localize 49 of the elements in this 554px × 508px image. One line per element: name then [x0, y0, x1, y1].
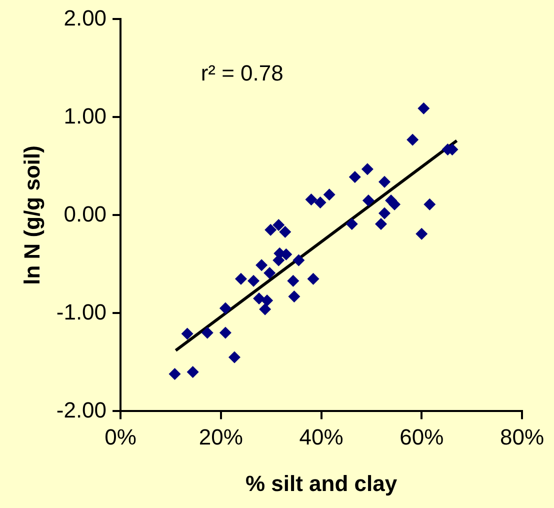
point: [219, 302, 232, 314]
point: [374, 218, 387, 230]
point: [228, 351, 240, 364]
point: [378, 207, 390, 220]
point: [388, 198, 401, 210]
x-tick-label: 80%: [500, 424, 544, 450]
y-tick-label: 1.00: [64, 103, 107, 128]
x-axis-title: % silt and clay: [245, 470, 398, 496]
point: [256, 259, 268, 272]
point: [186, 366, 199, 378]
y-axis-title: ln N (g/g soil): [19, 146, 44, 285]
point: [406, 134, 419, 146]
point: [361, 163, 374, 176]
point: [424, 198, 436, 210]
point: [348, 170, 361, 183]
y-tick-label: 2.00: [64, 5, 107, 30]
point: [253, 292, 266, 304]
annotation: r² = 0.78: [200, 60, 284, 86]
y-tick-label: 0.00: [64, 201, 107, 226]
point: [248, 274, 260, 287]
point: [287, 274, 300, 287]
point: [323, 188, 336, 201]
point: [307, 272, 320, 285]
point: [418, 102, 430, 114]
point: [201, 326, 214, 339]
point: [288, 290, 300, 303]
x-tick-label: 40%: [299, 424, 344, 450]
y-tick-label: -1.00: [56, 299, 107, 324]
point: [279, 226, 292, 238]
point: [264, 224, 277, 236]
point: [181, 328, 194, 340]
point: [292, 254, 305, 266]
point: [362, 194, 374, 206]
point: [219, 326, 232, 339]
y-tick-label: -2.00: [56, 397, 107, 422]
point: [264, 267, 276, 280]
point: [416, 228, 428, 240]
point: [259, 303, 272, 316]
point: [272, 219, 285, 231]
point: [261, 294, 274, 306]
x-tick-label: 0%: [104, 424, 136, 450]
point: [234, 272, 247, 285]
point: [305, 194, 318, 206]
x-tick-label: 20%: [198, 424, 243, 450]
x-tick-label: 60%: [400, 424, 444, 450]
point: [378, 176, 390, 188]
point: [346, 218, 358, 230]
point: [314, 196, 326, 208]
point: [168, 368, 181, 380]
